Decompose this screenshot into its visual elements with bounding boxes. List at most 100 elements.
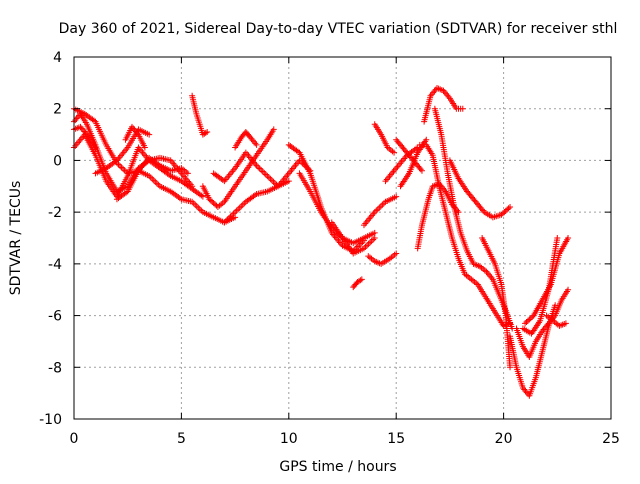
track-25: [421, 85, 466, 125]
data-point-marker: [267, 175, 274, 182]
data-point-marker: [423, 136, 430, 143]
track-13: [285, 141, 367, 254]
track-14: [296, 170, 378, 247]
data-point-marker: [364, 242, 371, 249]
x-tick-label: 10: [280, 431, 298, 447]
data-point-marker: [206, 196, 213, 203]
data-point-marker: [253, 141, 260, 148]
track-18: [365, 250, 400, 267]
data-point-marker: [367, 239, 374, 246]
data-point-marker: [526, 316, 533, 323]
data-point-marker: [259, 168, 266, 175]
data-point-marker: [527, 315, 534, 322]
data-point-marker: [417, 166, 424, 173]
data-point-marker: [236, 204, 243, 211]
data-point-marker: [210, 200, 217, 207]
track-26: [431, 105, 516, 332]
data-point-marker: [264, 172, 271, 179]
data-point-marker: [368, 237, 375, 244]
y-tick-label: 2: [53, 102, 62, 118]
data-point-marker: [196, 206, 203, 213]
data-point-marker: [504, 206, 511, 213]
data-point-marker: [565, 235, 572, 241]
grid-layer: [74, 57, 611, 419]
data-point-marker: [150, 177, 157, 184]
track-1: [71, 105, 239, 226]
data-point-marker: [235, 206, 242, 213]
data-point-marker: [393, 193, 400, 200]
data-point-marker: [118, 164, 125, 171]
data-point-marker: [141, 144, 148, 151]
track-22: [397, 136, 430, 190]
y-axis-label: SDTVAR / TECUs: [8, 181, 24, 296]
track-27: [446, 157, 514, 221]
track-28: [479, 235, 514, 371]
chart-title: Day 360 of 2021, Sidereal Day-to-day VTE…: [59, 21, 618, 37]
data-point-marker: [270, 178, 277, 185]
track-17: [360, 193, 400, 229]
track-24: [416, 141, 514, 329]
data-point-marker: [232, 209, 239, 216]
data-point-marker: [261, 169, 268, 176]
data-point-marker: [193, 203, 200, 210]
data-point-marker: [204, 128, 211, 135]
track-5: [92, 126, 153, 177]
data-point-marker: [365, 240, 372, 247]
data-point-marker: [233, 207, 240, 214]
track-10: [210, 149, 292, 190]
data-point-marker: [552, 302, 559, 309]
data-point-marker: [480, 207, 487, 214]
y-tick-label: -8: [48, 360, 62, 376]
data-point-marker: [374, 206, 381, 213]
data-point-marker: [199, 193, 206, 200]
data-point-marker: [232, 214, 239, 221]
y-tick-label: -6: [48, 309, 62, 325]
data-point-marker: [371, 229, 378, 236]
data-point-marker: [270, 126, 277, 133]
data-point-marker: [209, 198, 216, 205]
data-point-marker: [459, 105, 466, 112]
data-point-marker: [262, 171, 269, 178]
track-23: [414, 180, 462, 252]
x-axis-label: GPS time / hours: [279, 459, 396, 475]
track-32: [522, 235, 572, 327]
data-point-marker: [239, 201, 246, 208]
data-point-marker: [212, 201, 219, 208]
data-point-marker: [499, 210, 506, 217]
data-point-marker: [256, 165, 263, 172]
data-point-marker: [523, 319, 530, 326]
data-point-marker: [258, 167, 265, 174]
data-point-marker: [393, 250, 400, 257]
data-point-marker: [202, 129, 209, 136]
data-point-marker: [522, 320, 529, 327]
x-tick-label: 25: [602, 431, 620, 447]
data-point-marker: [376, 204, 383, 211]
data-point-marker: [255, 164, 262, 171]
data-point-marker: [358, 276, 365, 283]
track-19: [371, 121, 398, 156]
data-point-marker: [379, 201, 386, 208]
data-point-marker: [391, 149, 398, 156]
data-point-marker: [146, 131, 153, 138]
x-tick-label: 0: [70, 431, 79, 447]
data-point-marker: [418, 167, 425, 174]
data-point-marker: [117, 162, 124, 169]
data-point-marker: [524, 317, 531, 324]
y-tick-label: 4: [53, 50, 62, 66]
data-point-marker: [562, 320, 569, 327]
data-point-marker: [152, 178, 159, 185]
data-point-marker: [565, 286, 572, 293]
data-point-marker: [554, 235, 561, 241]
data-point-marker: [371, 235, 378, 241]
data-point-marker: [184, 170, 191, 177]
data-point-marker: [285, 178, 292, 185]
track-16: [350, 276, 365, 291]
x-tick-label: 20: [495, 431, 513, 447]
data-point-marker: [502, 207, 509, 214]
track-33: [543, 312, 569, 329]
track-15: [328, 219, 378, 257]
data-point-marker: [377, 203, 384, 210]
data-point-marker: [505, 205, 512, 212]
data-point-marker: [149, 175, 156, 182]
